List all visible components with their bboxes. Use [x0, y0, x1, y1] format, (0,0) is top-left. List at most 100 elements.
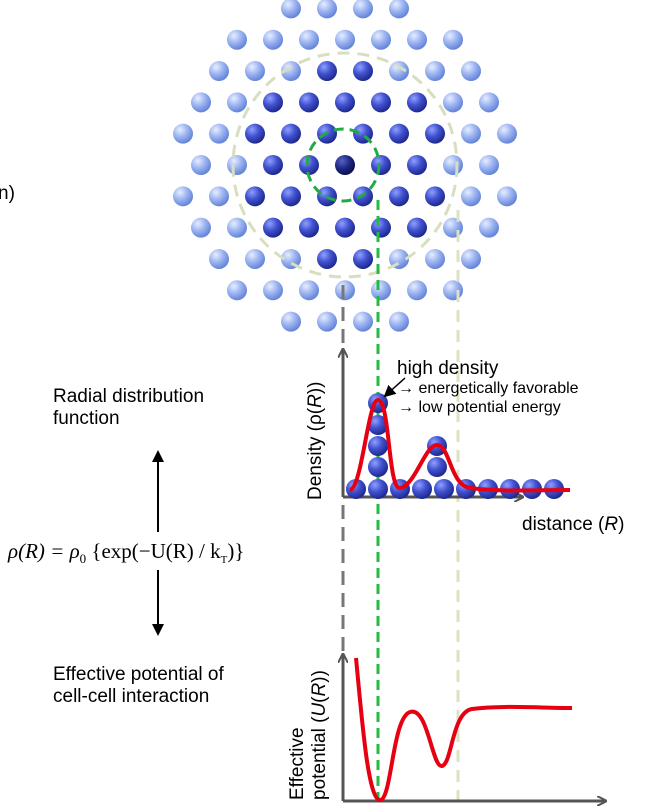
cell [299, 280, 319, 301]
density-axis-label: Density (ρ(R)) [305, 382, 326, 501]
annotation-arrow [383, 377, 406, 398]
cell [353, 248, 373, 269]
cell [443, 92, 463, 113]
cell [263, 92, 283, 113]
cell [335, 92, 355, 113]
inner-shell [305, 127, 381, 203]
cell [227, 92, 247, 113]
cell [371, 29, 391, 50]
cell [209, 61, 229, 82]
cell [443, 280, 463, 301]
cell-cluster [173, 0, 517, 332]
cell [317, 311, 337, 332]
rdf-label: function [53, 408, 120, 429]
cell [389, 123, 409, 144]
cell [245, 248, 265, 269]
annotation: → low potential energy [398, 399, 561, 416]
cell [371, 280, 391, 301]
cell [461, 248, 481, 269]
cell [425, 248, 445, 269]
cell [479, 92, 499, 113]
cell [299, 29, 319, 50]
potential-axis-label: Effective [287, 727, 308, 800]
cell [209, 248, 229, 269]
cell [335, 280, 355, 301]
cell [173, 123, 193, 144]
cell [263, 217, 283, 238]
cell [479, 155, 499, 175]
cell [299, 217, 319, 238]
cell [371, 217, 391, 238]
cell [407, 155, 427, 175]
cell [173, 186, 193, 207]
cell [425, 186, 445, 207]
cell [412, 479, 432, 499]
cell [427, 457, 447, 477]
cell [191, 155, 211, 175]
cell [368, 436, 388, 456]
cell [317, 61, 337, 82]
density-curve [348, 397, 571, 493]
cell [281, 248, 301, 269]
cell [263, 29, 283, 50]
cell [281, 61, 301, 82]
cell [407, 92, 427, 113]
cell [389, 186, 409, 207]
cell [353, 311, 373, 332]
cell [299, 155, 319, 175]
cell [407, 29, 427, 50]
distance-axis-label: distance (R) [522, 514, 624, 535]
cell [368, 415, 388, 435]
cell [281, 123, 301, 144]
cell [389, 248, 409, 269]
cell [335, 155, 355, 175]
potential-axis-label: potential (U(R)) [309, 670, 330, 800]
cell [368, 479, 388, 499]
cell [371, 155, 391, 175]
cell [353, 0, 373, 19]
cell [281, 311, 301, 332]
cell [371, 92, 391, 113]
cell [281, 186, 301, 207]
cell [263, 280, 283, 301]
annotation: → energetically favorable [398, 380, 579, 397]
cell [227, 155, 247, 175]
cell [461, 123, 481, 144]
potential-label: Effective potential of [53, 664, 224, 685]
cell [443, 217, 463, 238]
annotation: high density [397, 358, 499, 379]
cell [461, 61, 481, 82]
outer-shell [231, 51, 459, 279]
cell [299, 92, 319, 113]
cell [497, 186, 517, 207]
cell [407, 217, 427, 238]
cell [227, 29, 247, 50]
cell [191, 92, 211, 113]
cell [353, 61, 373, 82]
cell [368, 457, 388, 477]
potential-label: cell-cell interaction [53, 686, 209, 707]
cell [317, 248, 337, 269]
cell [209, 186, 229, 207]
cell [317, 0, 337, 19]
cut-off-label: n) [0, 183, 15, 204]
cell [389, 0, 409, 19]
cell [335, 217, 355, 238]
potential-curve [354, 657, 573, 803]
cell [389, 311, 409, 332]
cell [434, 479, 454, 499]
cell [425, 123, 445, 144]
cell [245, 61, 265, 82]
cell [443, 29, 463, 50]
formula: ρ(R) = ρ0 {exp(−U(R) / kT)} [7, 539, 244, 566]
cell [497, 123, 517, 144]
cell [346, 479, 366, 499]
cell [389, 61, 409, 82]
cell [245, 186, 265, 207]
cell [263, 155, 283, 175]
cell [209, 123, 229, 144]
cell [443, 155, 463, 175]
cell [407, 280, 427, 301]
cell [191, 217, 211, 238]
